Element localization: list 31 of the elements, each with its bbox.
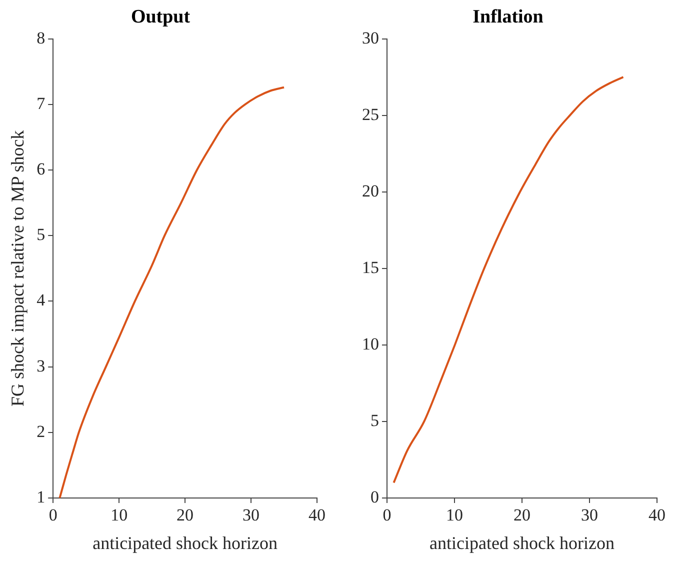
y-tick-label: 8 [36, 28, 46, 48]
x-tick-label: 20 [176, 506, 194, 525]
y-tick-label: 2 [36, 422, 46, 441]
line-series [58, 86, 286, 498]
x-tick-label: 20 [514, 506, 530, 525]
x-tick-label: 30 [581, 506, 598, 525]
y-tick-label: 10 [362, 334, 379, 354]
x-tick-label: 10 [110, 506, 128, 525]
y-tick-label: 0 [370, 487, 379, 506]
line-series [392, 76, 624, 484]
y-tick-label: 25 [362, 104, 379, 124]
y-tick-label: 5 [370, 410, 379, 430]
y-tick-label: 6 [36, 159, 46, 178]
y-tick-label: 3 [36, 356, 46, 376]
y-tick-label: 30 [362, 28, 379, 48]
chart-title: Inflation [472, 6, 544, 28]
y-axis-title: FG shock impact relative to MP shock [8, 130, 28, 407]
x-axis-title: anticipated shock horizon [92, 532, 278, 553]
x-tick-label: 40 [308, 506, 326, 525]
y-tick-label: 20 [362, 181, 379, 200]
chart-title: Output [130, 6, 191, 28]
y-tick-label: 15 [362, 258, 379, 277]
y-tick-label: 4 [36, 290, 46, 310]
x-axis-title: anticipated shock horizon [430, 532, 614, 553]
x-tick-label: 10 [446, 506, 463, 525]
x-tick-label: 30 [242, 506, 260, 525]
x-tick-label: 40 [648, 506, 666, 525]
y-tick-label: 7 [36, 94, 46, 113]
y-tick-label: 5 [36, 225, 46, 244]
x-tick-label: 0 [382, 506, 392, 525]
y-tick-label: 1 [36, 487, 46, 506]
